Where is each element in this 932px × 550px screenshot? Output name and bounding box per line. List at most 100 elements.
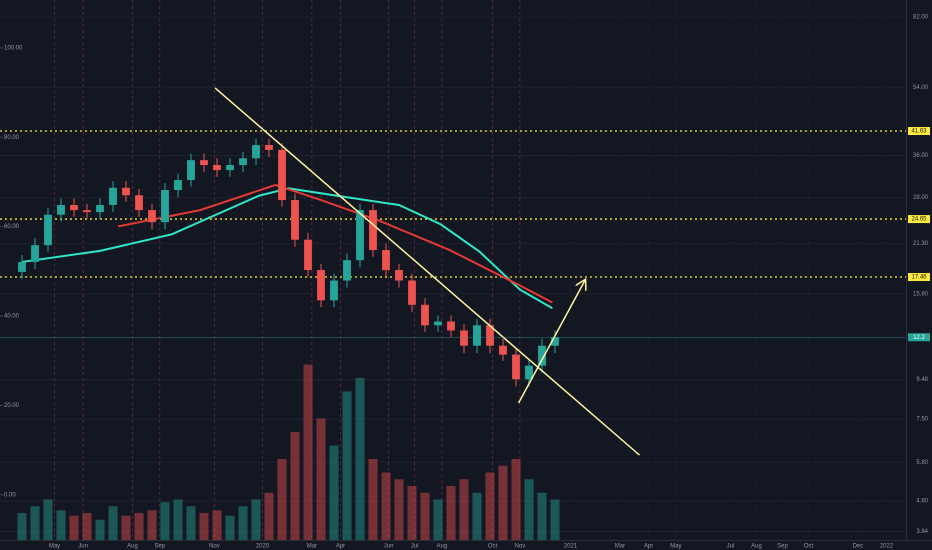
candle-body (57, 205, 65, 215)
candle-body (109, 187, 117, 206)
volume-bar (394, 479, 404, 540)
x-tick-label: May (670, 544, 681, 550)
y-tick-label: 100.00 (4, 45, 23, 51)
volume-bar (238, 506, 248, 540)
level-label: 41.63 (911, 129, 927, 135)
moving-average (118, 183, 553, 304)
volume-bar (368, 459, 378, 540)
volume-bar (277, 459, 287, 540)
volume-bar (355, 378, 365, 540)
x-tick-label: Nov (515, 544, 526, 550)
volume-bar (251, 499, 261, 540)
candle-body (447, 321, 455, 331)
x-tick-label: Oct (488, 544, 498, 550)
candle-body (499, 345, 507, 355)
y2-tick-label: 5.80 (916, 460, 928, 466)
candle-body (304, 239, 312, 271)
candle-body (460, 330, 468, 346)
candle-body (265, 145, 273, 150)
volume-bar (485, 472, 495, 540)
level-label-box (908, 127, 930, 136)
candle-body (395, 270, 403, 281)
volume-bar (43, 499, 53, 540)
candle-body (538, 345, 546, 366)
volume-bar (17, 513, 27, 540)
candle-body (408, 280, 416, 305)
y2-tick-label: 54.00 (913, 85, 929, 91)
x-tick-label: Dec (853, 544, 864, 550)
volume-bar (186, 506, 196, 540)
x-tick-label: 2022 (880, 544, 894, 550)
candle-body (343, 260, 351, 281)
y2-tick-label: 7.50 (916, 417, 928, 423)
candle-body (135, 195, 143, 211)
candle-body (122, 187, 130, 196)
candle-body (226, 165, 234, 171)
volume-bar (342, 391, 352, 540)
volume-bar (69, 515, 79, 540)
y-tick-label: 60.00 (4, 224, 20, 230)
candle-body (473, 325, 481, 346)
candle-body (278, 149, 286, 201)
candle-body (200, 160, 208, 166)
y-tick-label: 40.00 (4, 314, 20, 320)
volume-bar (537, 492, 547, 540)
volume-bar (160, 502, 170, 540)
volume-bar (459, 479, 469, 540)
x-tick-label: Sep (777, 544, 788, 550)
candle-body (369, 210, 377, 251)
candle-body (148, 210, 156, 223)
price-label-box (908, 333, 930, 342)
y2-tick-label: 36.00 (913, 153, 929, 159)
volume-bar (498, 465, 508, 540)
candle-body (31, 245, 39, 262)
candle-body (239, 158, 247, 166)
volume-bar (264, 492, 274, 540)
volume-bar (446, 486, 456, 540)
volume-bar (95, 519, 105, 540)
candle-body (213, 165, 221, 171)
y2-tick-label: 82.00 (913, 15, 929, 21)
x-tick-label: May (49, 544, 60, 550)
candle-body (551, 337, 559, 346)
y-tick-label: 0.00 (4, 492, 16, 498)
x-tick-label: Aug (751, 544, 762, 550)
volume-bar (225, 515, 235, 540)
candle-body (317, 270, 325, 301)
trend-line (214, 87, 640, 456)
x-tick-label: 2021 (564, 544, 578, 550)
volume-bar (329, 445, 339, 540)
volume-bar (381, 472, 391, 540)
candle-body (330, 280, 338, 301)
candle-body (161, 190, 169, 223)
x-tick-label: Apr (644, 544, 653, 550)
y2-tick-label: 9.48 (916, 377, 928, 383)
volume-bar (121, 515, 131, 540)
volume-bar (433, 499, 443, 540)
candle-body (187, 160, 195, 181)
candle-body (525, 365, 533, 380)
candle-body (382, 250, 390, 271)
volume-bar (108, 506, 118, 540)
candle-body (421, 304, 429, 326)
volume-bar (56, 510, 66, 540)
volume-bar (420, 492, 430, 540)
y2-tick-label: 15.80 (913, 291, 929, 297)
candle-body (83, 210, 91, 213)
x-tick-label: Sep (154, 544, 165, 550)
candle-body (434, 321, 442, 326)
volume-bar (82, 513, 92, 540)
volume-bar (30, 506, 40, 540)
x-tick-label: Aug (437, 544, 448, 550)
trend-line (517, 281, 585, 404)
candle-body (486, 325, 494, 346)
volume-bar (199, 513, 209, 540)
volume-bar (212, 510, 222, 540)
y2-tick-label: 28.00 (913, 195, 929, 201)
volume-bar (147, 510, 157, 540)
candle-body (252, 145, 260, 159)
x-tick-label: Mar (307, 544, 317, 550)
candle-body (70, 205, 78, 211)
